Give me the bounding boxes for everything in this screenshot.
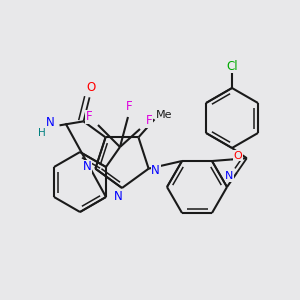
- Text: N: N: [225, 171, 233, 181]
- Text: F: F: [86, 110, 92, 124]
- Text: Me: Me: [156, 110, 173, 120]
- Text: N: N: [46, 116, 55, 129]
- Text: F: F: [126, 100, 132, 113]
- Text: Cl: Cl: [226, 59, 238, 73]
- Text: N: N: [114, 190, 122, 203]
- Text: H: H: [38, 128, 45, 138]
- Text: N: N: [83, 160, 92, 173]
- Text: O: O: [86, 81, 95, 94]
- Text: O: O: [234, 151, 242, 160]
- Text: F: F: [146, 115, 152, 128]
- Text: N: N: [151, 164, 160, 177]
